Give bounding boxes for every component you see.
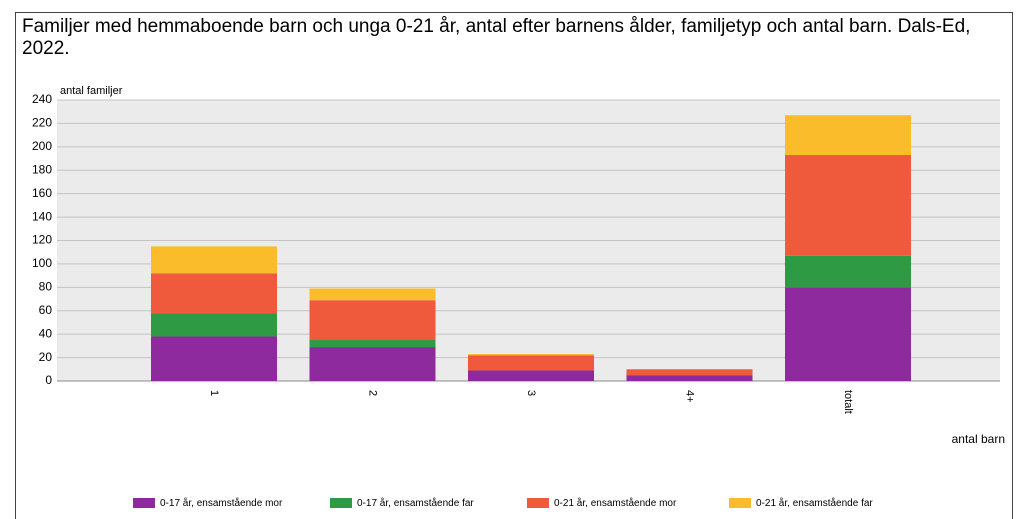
x-tick-label: 4+	[684, 390, 696, 403]
y-axis-label: antal familjer	[60, 85, 123, 97]
legend-label: 0-17 år, ensamstående mor	[160, 497, 283, 509]
x-tick-label: 1	[208, 390, 220, 396]
bar-segment	[151, 246, 277, 274]
bar-segment	[468, 354, 594, 356]
bar-segment	[309, 347, 436, 381]
bar-segment	[151, 336, 277, 381]
bar-segment	[309, 300, 436, 341]
legend-swatch	[133, 498, 155, 508]
x-tick-label: totalt	[842, 390, 854, 414]
bar-segment	[785, 115, 911, 156]
y-tick-label: 80	[39, 280, 53, 294]
y-tick-label: 60	[39, 303, 53, 317]
x-tick-label: 2	[367, 390, 379, 396]
bar-segment	[626, 375, 753, 381]
y-tick-label: 180	[32, 162, 52, 176]
y-tick-label: 140	[32, 209, 52, 223]
legend-label: 0-21 år, ensamstående mor	[554, 497, 677, 509]
legend-swatch	[729, 498, 751, 508]
y-tick-label: 120	[32, 233, 52, 247]
chart-title: Familjer med hemmaboende barn och unga 0…	[22, 16, 971, 59]
bar-segment	[468, 370, 594, 381]
bar-segment	[468, 355, 594, 371]
y-tick-label: 40	[39, 326, 53, 340]
bar-segment	[151, 313, 277, 337]
legend-label: 0-17 år, ensamstående far	[357, 497, 474, 509]
bar-segment	[309, 340, 436, 348]
bar-segment	[785, 155, 911, 256]
legend-label: 0-21 år, ensamstående far	[756, 497, 873, 509]
bar-segment	[626, 369, 753, 376]
x-tick-label: 3	[525, 390, 537, 396]
title-box: Familjer med hemmaboende barn och unga 0…	[22, 16, 971, 59]
legend-swatch	[330, 498, 352, 508]
bar-segment	[309, 288, 436, 301]
y-tick-label: 200	[32, 139, 52, 153]
bar-segment	[785, 287, 911, 381]
x-axis-label: antal barn	[952, 432, 1005, 446]
y-tick-label: 100	[32, 256, 52, 270]
y-tick-label: 240	[32, 92, 52, 106]
legend-swatch	[527, 498, 549, 508]
y-tick-label: 160	[32, 186, 52, 200]
bar-segment	[785, 255, 911, 288]
y-tick-label: 0	[45, 373, 52, 387]
y-tick-label: 20	[39, 350, 53, 364]
bar-segment	[151, 273, 277, 314]
y-tick-label: 220	[32, 116, 52, 130]
